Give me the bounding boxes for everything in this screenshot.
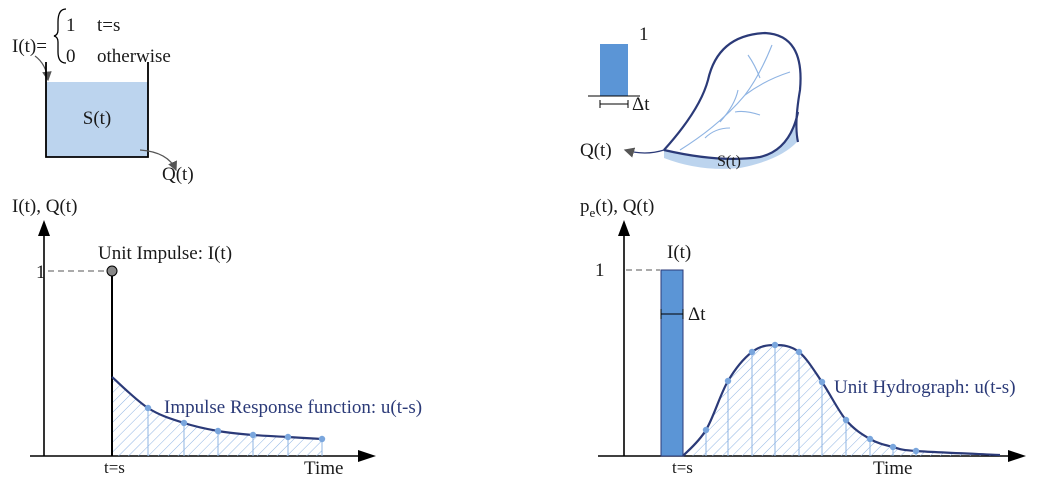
watershed-sketch: 1 Δt Q(t) S(t) [580,24,802,170]
unit-hydrograph-point [842,416,850,424]
watershed-storage-label: S(t) [717,153,741,170]
unit-hydrograph-point [912,447,920,455]
unit-hydrograph-point [724,377,732,385]
unit-hydrograph-point [748,348,756,356]
left-y-tick-one: 1 [36,262,46,283]
case-two-condition: otherwise [97,46,171,67]
effective-rainfall-pulse [660,269,684,457]
unit-hydrograph-label: Unit Hydrograph: u(t-s) [834,377,1016,398]
impulse-response-point [318,435,326,443]
case-two-value: 0 [66,46,76,67]
tank-walls [45,62,149,158]
unit-hydrograph-point [771,341,779,349]
unit-impulse-marker [106,265,118,277]
pulse-height-label: 1 [639,24,649,45]
left-x-axis-arrowhead [358,450,376,462]
right-y-axis-arrowhead [618,220,630,236]
left-y-axis-arrowhead [38,220,50,236]
impulse-response-point [284,433,292,441]
tank-outflow-label: Q(t) [162,164,194,185]
impulse-response-point [214,427,222,435]
inflow-arrow [34,55,52,82]
case-one-value: 1 [66,15,76,36]
unit-hydrograph-point [818,378,826,386]
unit-hydrograph-point [866,435,874,443]
case-one-condition: t=s [97,15,120,36]
impulse-response-label: Impulse Response function: u(t-s) [164,397,422,418]
left-response-points [144,404,326,443]
impulse-response-point [180,419,188,427]
impulse-response-point [144,404,152,412]
left-y-axis-label: I(t), Q(t) [12,196,77,217]
pulse-duration-label: Δt [688,304,706,325]
unit-hydrograph-point [702,426,710,434]
tank-water [46,82,148,157]
impulse-response-point [249,431,257,439]
unit-hydrograph-point [889,443,897,451]
right-hydrograph-points [702,341,920,455]
right-x-axis-arrowhead [1008,450,1026,462]
right-y-axis-label: pe(t), Q(t) [580,196,654,220]
unit-hydrograph-plot: pe(t), Q(t) 1 I(t) Δt Unit Hydrograph: u… [580,196,1026,479]
outflow-arrow [139,149,177,172]
right-y-tick-one: 1 [595,260,605,281]
left-x-axis-label: Time [304,458,343,479]
impulse-definition-lhs: I(t)= [12,36,47,57]
watershed-outflow-arrow [623,147,665,158]
right-x-axis-label: Time [873,458,912,479]
rainfall-pulse [600,44,628,96]
watershed-outline [663,31,802,151]
watershed-outflow-label: Q(t) [580,140,612,161]
unit-hydrograph-point [795,348,803,356]
right-x-tick: t=s [672,458,693,477]
right-hydrograph-ordinates [705,345,917,456]
impulse-response-plot: I(t), Q(t) 1 Unit Impulse: I(t) Impulse … [12,196,422,479]
right-hydrograph-area [683,345,1000,456]
tank-storage-label: S(t) [83,108,112,129]
pulse-width-label: Δt [632,94,650,115]
unit-impulse-label: Unit Impulse: I(t) [98,243,232,264]
stream-network [679,44,791,151]
left-x-tick: t=s [104,458,125,477]
linear-reservoir-tank: I(t)= 1 t=s 0 otherwise S(t) Q(t) [12,8,194,185]
pulse-label: I(t) [667,242,691,263]
cases-brace [53,8,67,64]
